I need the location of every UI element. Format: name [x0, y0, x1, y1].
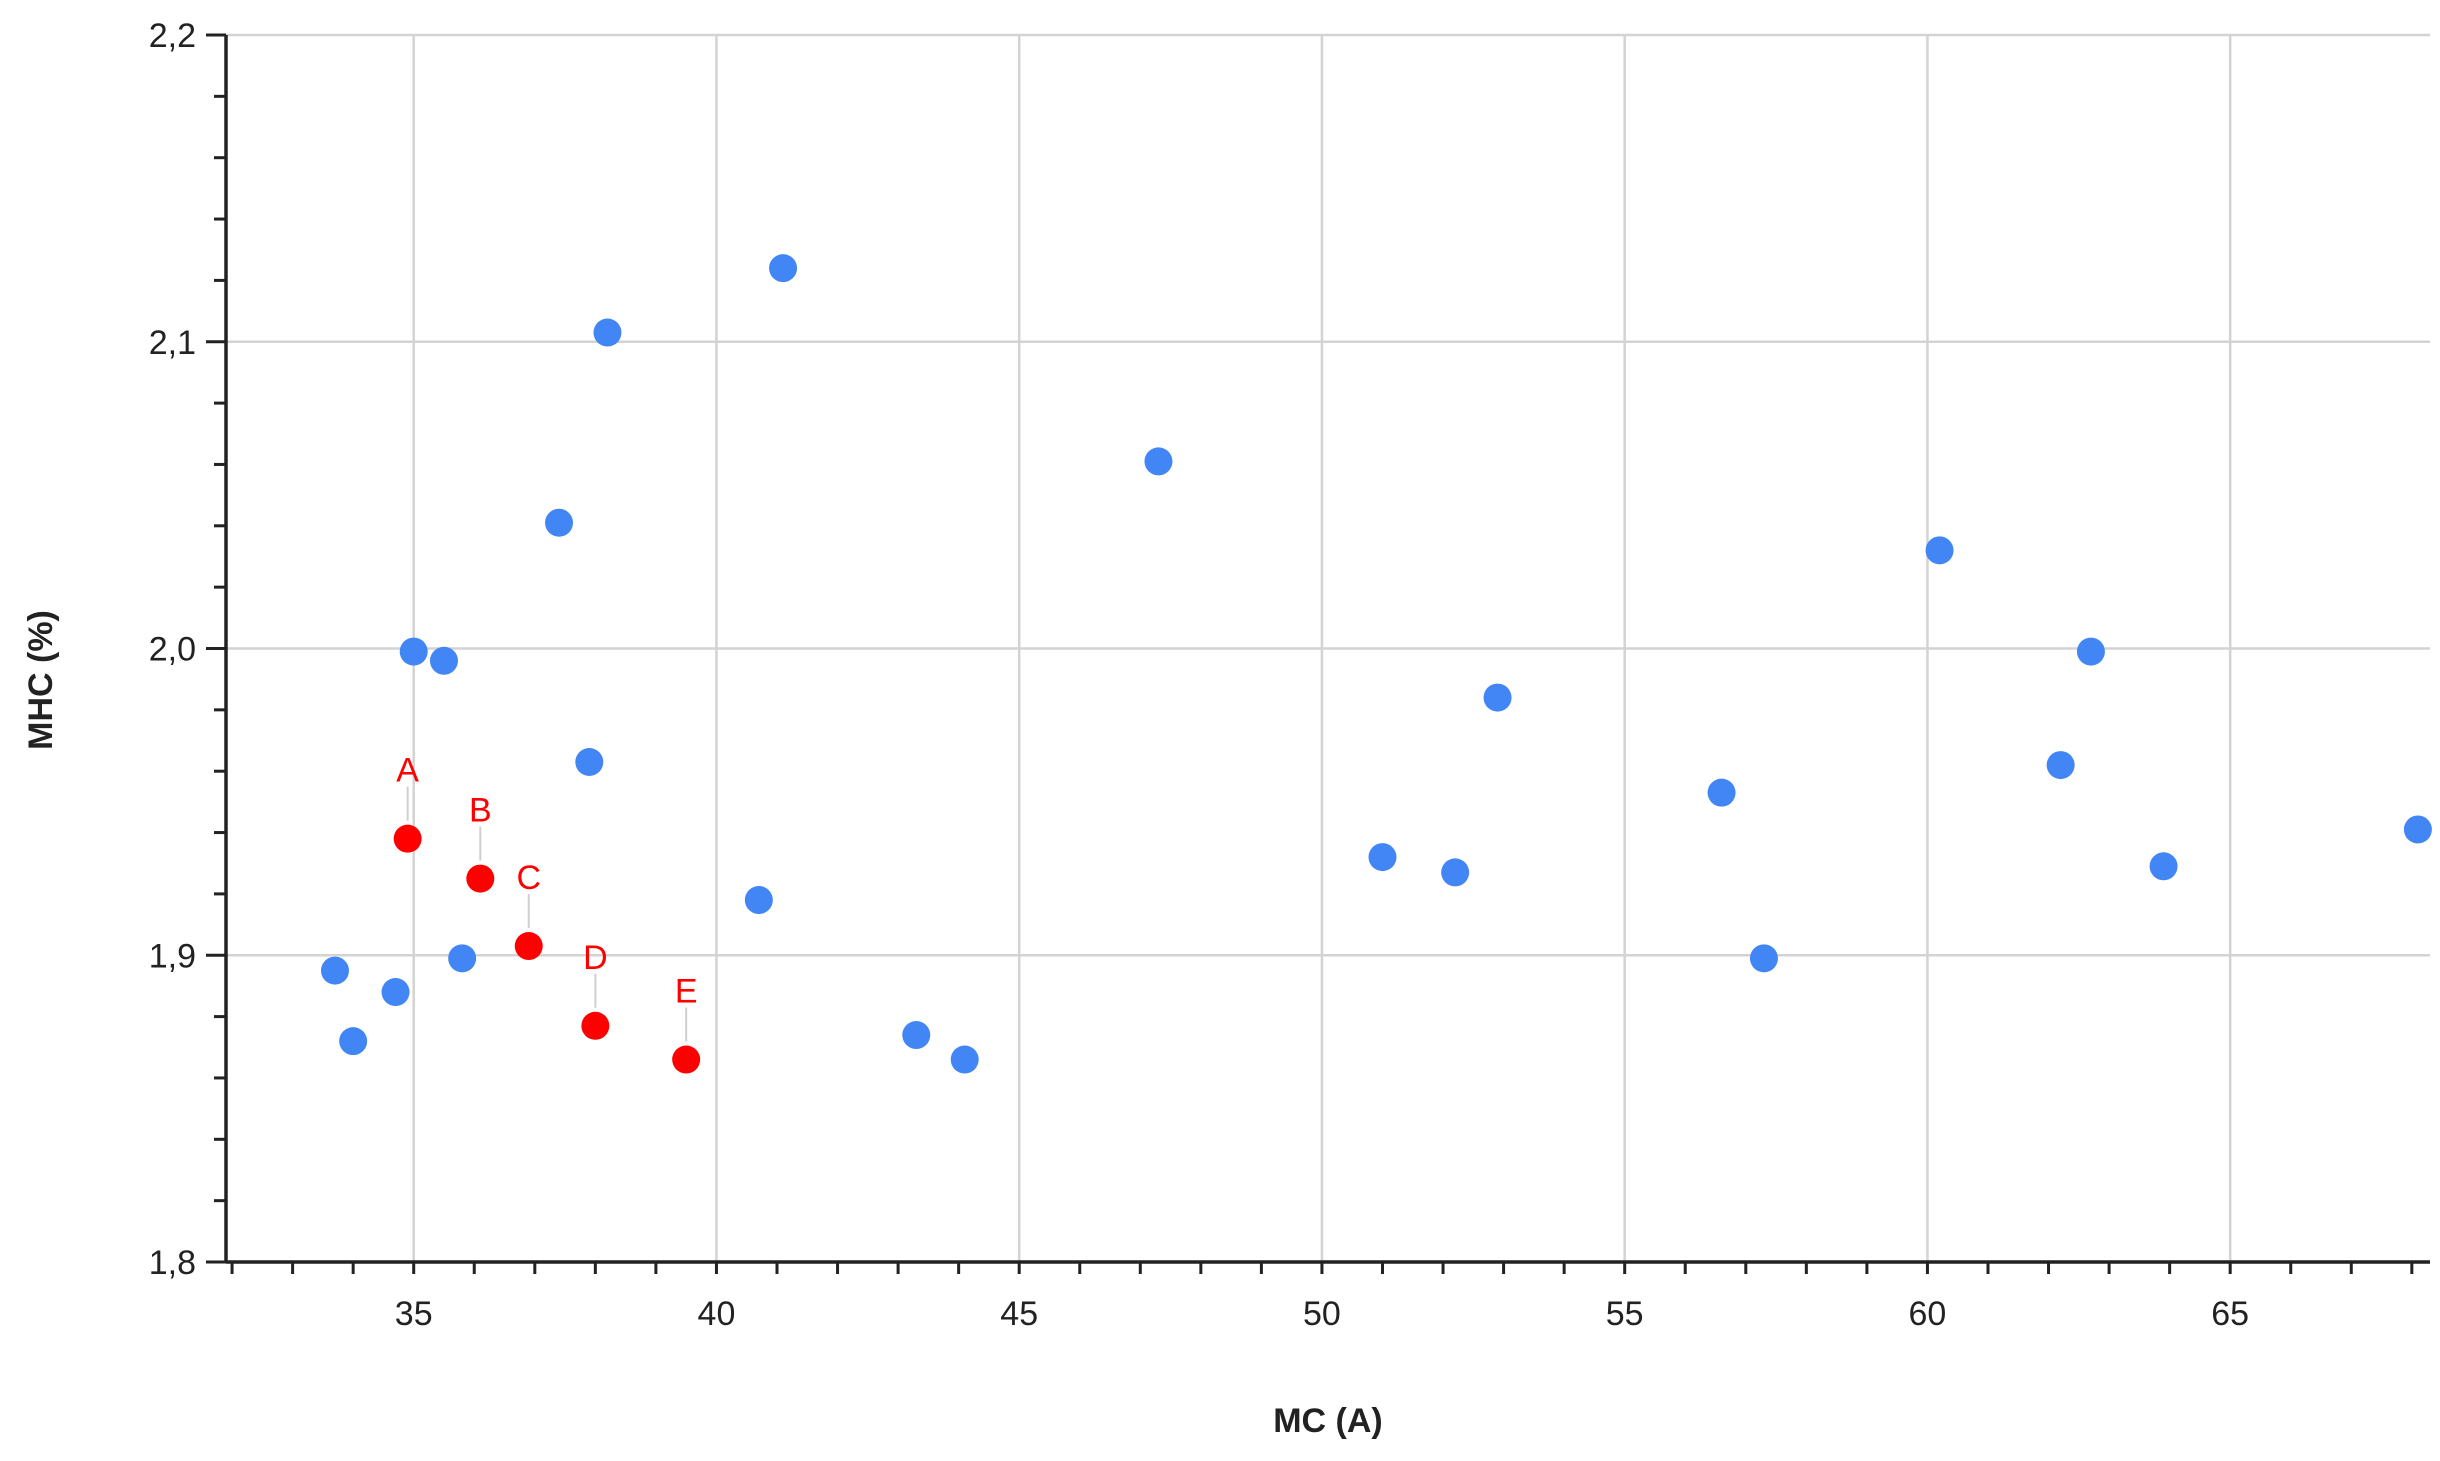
y-tick-label: 2,2: [149, 17, 196, 55]
data-point: [1144, 447, 1173, 476]
y-axis-title: MHC (%): [22, 610, 60, 750]
data-point: [1441, 858, 1470, 887]
y-tick-label: 1,9: [149, 937, 196, 975]
point-label: E: [675, 973, 698, 1011]
data-point: [744, 886, 773, 915]
data-point: [2403, 815, 2432, 844]
data-point: [545, 508, 574, 537]
point-label: C: [516, 859, 541, 897]
data-point: [575, 747, 604, 776]
grid-lines: [226, 33, 2430, 1264]
point-label: D: [583, 939, 608, 977]
highlighted-point: [672, 1045, 701, 1074]
data-point: [448, 944, 477, 973]
x-axis-title: MC (A): [1273, 1402, 1383, 1440]
data-point: [1707, 778, 1736, 807]
x-tick-label: 35: [395, 1295, 433, 1333]
data-point: [320, 956, 349, 985]
point-label: A: [396, 752, 419, 790]
data-point: [429, 646, 458, 675]
tick-labels: 35 40 45 50 55 60 65 1,8 1,9 2,0 2,1 2,2: [149, 17, 2249, 1333]
data-point: [2149, 852, 2178, 881]
data-point: [1749, 944, 1778, 973]
point-label: B: [469, 792, 492, 830]
data-point: [1483, 683, 1512, 712]
data-point: [769, 254, 798, 283]
data-point: [1925, 536, 1954, 565]
data-points: A BC D E: [320, 254, 2432, 1074]
data-point: [339, 1027, 368, 1056]
highlighted-point: [581, 1011, 610, 1040]
highlighted-point: [393, 824, 422, 853]
data-point: [2076, 637, 2105, 666]
y-tick-label: 2,1: [149, 324, 196, 362]
axis-ticks: [206, 33, 2414, 1274]
data-point: [1368, 843, 1397, 872]
data-point: [950, 1045, 979, 1074]
y-tick-label: 2,0: [149, 631, 196, 669]
highlighted-point: [466, 864, 495, 893]
x-tick-label: 60: [1909, 1295, 1947, 1333]
highlighted-point: [514, 932, 543, 961]
data-point: [902, 1021, 931, 1050]
x-tick-label: 40: [698, 1295, 736, 1333]
data-point: [2046, 751, 2075, 780]
data-point: [399, 637, 428, 666]
x-tick-label: 45: [1000, 1295, 1038, 1333]
x-tick-label: 65: [2211, 1295, 2249, 1333]
y-tick-label: 1,8: [149, 1244, 196, 1282]
data-point: [381, 978, 410, 1007]
x-tick-label: 50: [1303, 1295, 1341, 1333]
data-point: [593, 318, 622, 347]
x-tick-label: 55: [1606, 1295, 1644, 1333]
